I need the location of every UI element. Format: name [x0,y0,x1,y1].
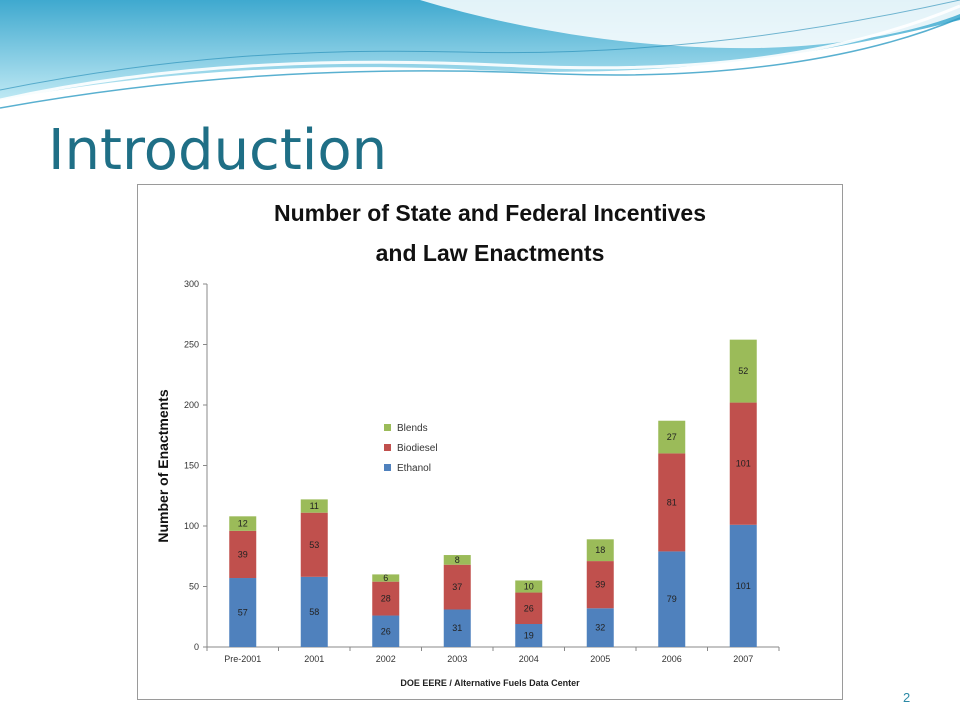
bar-blends-2002 [372,574,400,582]
x-tick-label: 2002 [376,654,396,664]
y-axis-label: Number of Enactments [155,389,171,542]
y-tick-label: 200 [184,400,199,410]
bar-blends-2007 [729,339,757,403]
slide-title: Introduction [48,118,388,183]
data-label-biodiesel: 26 [524,603,534,613]
data-label-biodiesel: 39 [238,549,248,559]
data-label-blends: 27 [667,432,677,442]
bar-blends-2003 [443,555,471,565]
bar-ethanol-2004 [515,624,543,647]
bar-ethanol-2003 [443,609,471,647]
slide-number: 2 [903,690,911,705]
y-tick-label: 150 [184,461,199,471]
data-label-biodiesel: 101 [736,459,751,469]
data-label-ethanol: 26 [381,626,391,636]
data-label-ethanol: 57 [238,608,248,618]
header-wave-banner [0,0,960,109]
bar-biodiesel-2004 [515,592,543,625]
stacked-bar-chart: Number of State and Federal Incentives a… [155,200,780,688]
bar-blends-2004 [515,580,543,593]
bar-ethanol-pre-2001 [229,578,257,647]
data-label-biodiesel: 39 [595,580,605,590]
chart-frame: Number of State and Federal Incentives a… [137,184,843,700]
data-label-biodiesel: 28 [381,594,391,604]
legend-label-ethanol: Ethanol [397,463,431,474]
data-label-ethanol: 32 [595,623,605,633]
y-tick-label: 0 [194,642,199,652]
x-tick-label: 2005 [590,654,610,664]
x-tick-label: 2001 [304,654,324,664]
bar-ethanol-2005 [586,608,614,647]
x-axis-label: DOE EERE / Alternative Fuels Data Center [400,678,580,688]
data-label-blends: 6 [383,573,388,583]
bar-ethanol-2007 [729,524,757,647]
x-tick-label: 2004 [519,654,539,664]
bar-ethanol-2006 [658,551,686,647]
y-tick-label: 250 [184,340,199,350]
data-label-blends: 12 [238,519,248,529]
bar-ethanol-2001 [300,576,328,647]
data-label-ethanol: 79 [667,594,677,604]
y-tick-label: 100 [184,521,199,531]
bar-biodiesel-2001 [300,512,328,577]
data-label-blends: 52 [738,366,748,376]
data-label-blends: 8 [455,555,460,565]
y-tick-label: 50 [189,582,199,592]
bar-blends-2001 [300,499,328,513]
x-tick-label: 2006 [662,654,682,664]
legend-label-biodiesel: Biodiesel [397,443,438,454]
data-label-blends: 10 [524,582,534,592]
legend-swatch-biodiesel [384,444,391,451]
data-label-ethanol: 19 [524,631,534,641]
data-label-blends: 18 [595,545,605,555]
data-label-biodiesel: 81 [667,497,677,507]
x-tick-label: 2007 [733,654,753,664]
bar-biodiesel-2002 [372,581,400,616]
legend-swatch-blends [384,424,391,431]
data-label-biodiesel: 37 [452,582,462,592]
data-label-ethanol: 31 [452,623,462,633]
chart-title-line2: and Law Enactments [376,240,605,266]
bar-biodiesel-2005 [586,561,614,609]
chart-title-line1: Number of State and Federal Incentives [274,200,706,226]
bar-biodiesel-pre-2001 [229,530,257,579]
bar-biodiesel-2003 [443,564,471,610]
data-label-ethanol: 58 [309,607,319,617]
data-label-ethanol: 101 [736,581,751,591]
bar-biodiesel-2006 [658,453,686,552]
data-label-biodiesel: 53 [309,540,319,550]
x-tick-label: Pre-2001 [224,654,261,664]
legend-swatch-ethanol [384,464,391,471]
bar-ethanol-2002 [372,615,400,647]
bar-blends-2006 [658,420,686,454]
x-tick-label: 2003 [447,654,467,664]
data-label-blends: 11 [310,501,319,511]
bar-blends-2005 [586,539,614,562]
bar-blends-pre-2001 [229,516,257,531]
bar-biodiesel-2007 [729,402,757,525]
y-tick-label: 300 [184,279,199,289]
legend-label-blends: Blends [397,423,428,434]
